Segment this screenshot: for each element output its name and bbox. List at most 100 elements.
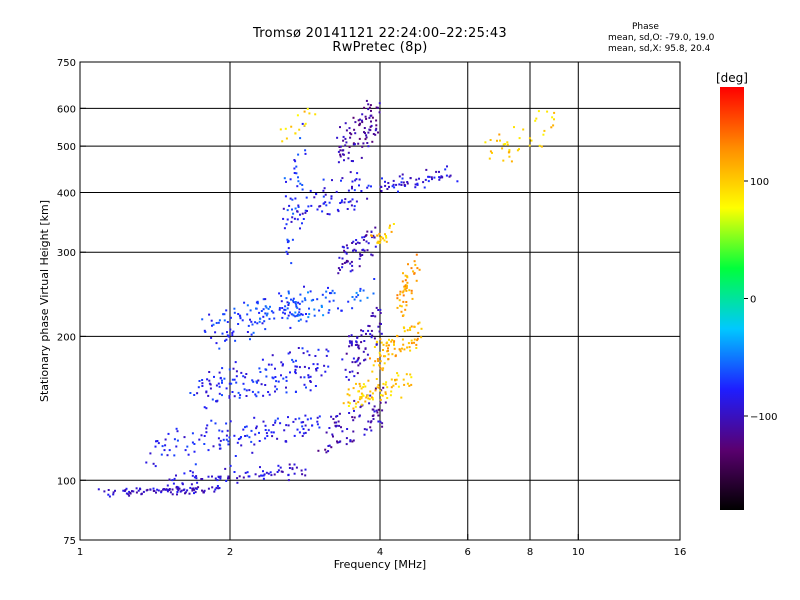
data-point — [217, 487, 220, 490]
data-point — [417, 331, 420, 334]
data-point — [264, 305, 267, 308]
y-axis-label: Stationary phase Virtual Height [km] — [38, 200, 51, 402]
data-point — [296, 210, 299, 213]
data-point — [240, 436, 242, 438]
data-point — [289, 178, 292, 181]
data-point — [358, 178, 361, 181]
data-point — [353, 205, 356, 208]
data-point — [171, 479, 174, 482]
data-point — [286, 209, 289, 212]
data-point — [374, 315, 377, 318]
data-point — [314, 355, 317, 357]
data-point — [193, 476, 196, 479]
data-point — [369, 421, 372, 424]
data-point — [252, 380, 255, 383]
data-point — [208, 313, 211, 316]
data-point — [396, 306, 399, 309]
data-point — [261, 322, 264, 325]
data-point — [264, 312, 267, 315]
data-point — [274, 367, 276, 370]
data-point — [181, 482, 184, 485]
data-point — [418, 321, 421, 324]
data-point — [352, 240, 355, 243]
data-point — [292, 299, 294, 302]
data-point — [353, 416, 356, 419]
data-point — [403, 348, 406, 351]
data-point — [338, 256, 341, 259]
data-point — [408, 289, 411, 292]
data-point — [246, 331, 249, 333]
data-point — [366, 230, 369, 233]
data-point — [315, 368, 318, 370]
data-point — [356, 343, 359, 346]
data-point — [344, 368, 347, 371]
data-point — [378, 351, 381, 354]
data-point — [186, 445, 189, 448]
data-point — [296, 306, 299, 309]
data-point — [191, 441, 194, 444]
data-point — [173, 454, 176, 457]
data-point — [297, 180, 300, 183]
data-point — [255, 425, 258, 428]
data-point — [427, 175, 430, 178]
data-point — [309, 375, 312, 378]
data-point — [373, 236, 376, 239]
data-point — [240, 371, 243, 374]
data-point — [378, 232, 381, 235]
data-point — [364, 138, 367, 141]
data-point — [330, 415, 333, 418]
data-point — [366, 142, 369, 144]
data-point — [341, 430, 344, 433]
phase-info-x: mean, sd,X: 95.8, 20.4 — [608, 44, 710, 55]
data-point — [368, 106, 371, 109]
data-point — [137, 489, 140, 492]
data-point — [370, 329, 373, 332]
data-point — [363, 433, 366, 436]
phase-info-heading: Phase — [632, 22, 659, 32]
data-point — [409, 349, 412, 352]
data-point — [266, 312, 269, 315]
data-point — [341, 177, 344, 180]
data-point — [406, 329, 409, 332]
data-point — [316, 298, 319, 301]
data-point — [322, 195, 325, 198]
data-point — [308, 313, 311, 316]
data-point — [363, 428, 366, 431]
data-point — [367, 184, 370, 187]
data-point — [355, 291, 358, 294]
data-point — [375, 127, 378, 130]
data-point — [358, 242, 361, 245]
data-point — [244, 471, 247, 474]
data-point — [351, 198, 354, 201]
data-point — [384, 233, 386, 236]
data-point — [292, 360, 295, 363]
data-point — [399, 290, 402, 293]
data-point — [400, 305, 403, 308]
data-point — [376, 411, 379, 414]
data-point — [265, 432, 268, 435]
data-point — [306, 350, 309, 353]
data-point — [369, 125, 372, 128]
data-point — [309, 389, 312, 392]
data-point — [237, 438, 240, 441]
data-point — [233, 471, 236, 473]
data-point — [179, 490, 182, 493]
data-point — [410, 342, 413, 345]
data-point — [528, 144, 531, 147]
phase-info-o: mean, sd,O: -79.0, 19.0 — [608, 33, 714, 44]
data-point — [406, 181, 409, 183]
data-point — [263, 473, 266, 476]
data-point — [390, 390, 393, 393]
data-point — [354, 405, 357, 408]
data-point — [385, 235, 387, 237]
data-point — [435, 170, 438, 173]
data-point — [304, 474, 307, 477]
data-point — [297, 204, 300, 207]
data-point — [303, 365, 306, 368]
data-point — [392, 183, 395, 186]
data-point — [354, 344, 357, 346]
data-point — [274, 390, 276, 393]
data-point — [250, 320, 253, 323]
data-point — [439, 176, 442, 179]
